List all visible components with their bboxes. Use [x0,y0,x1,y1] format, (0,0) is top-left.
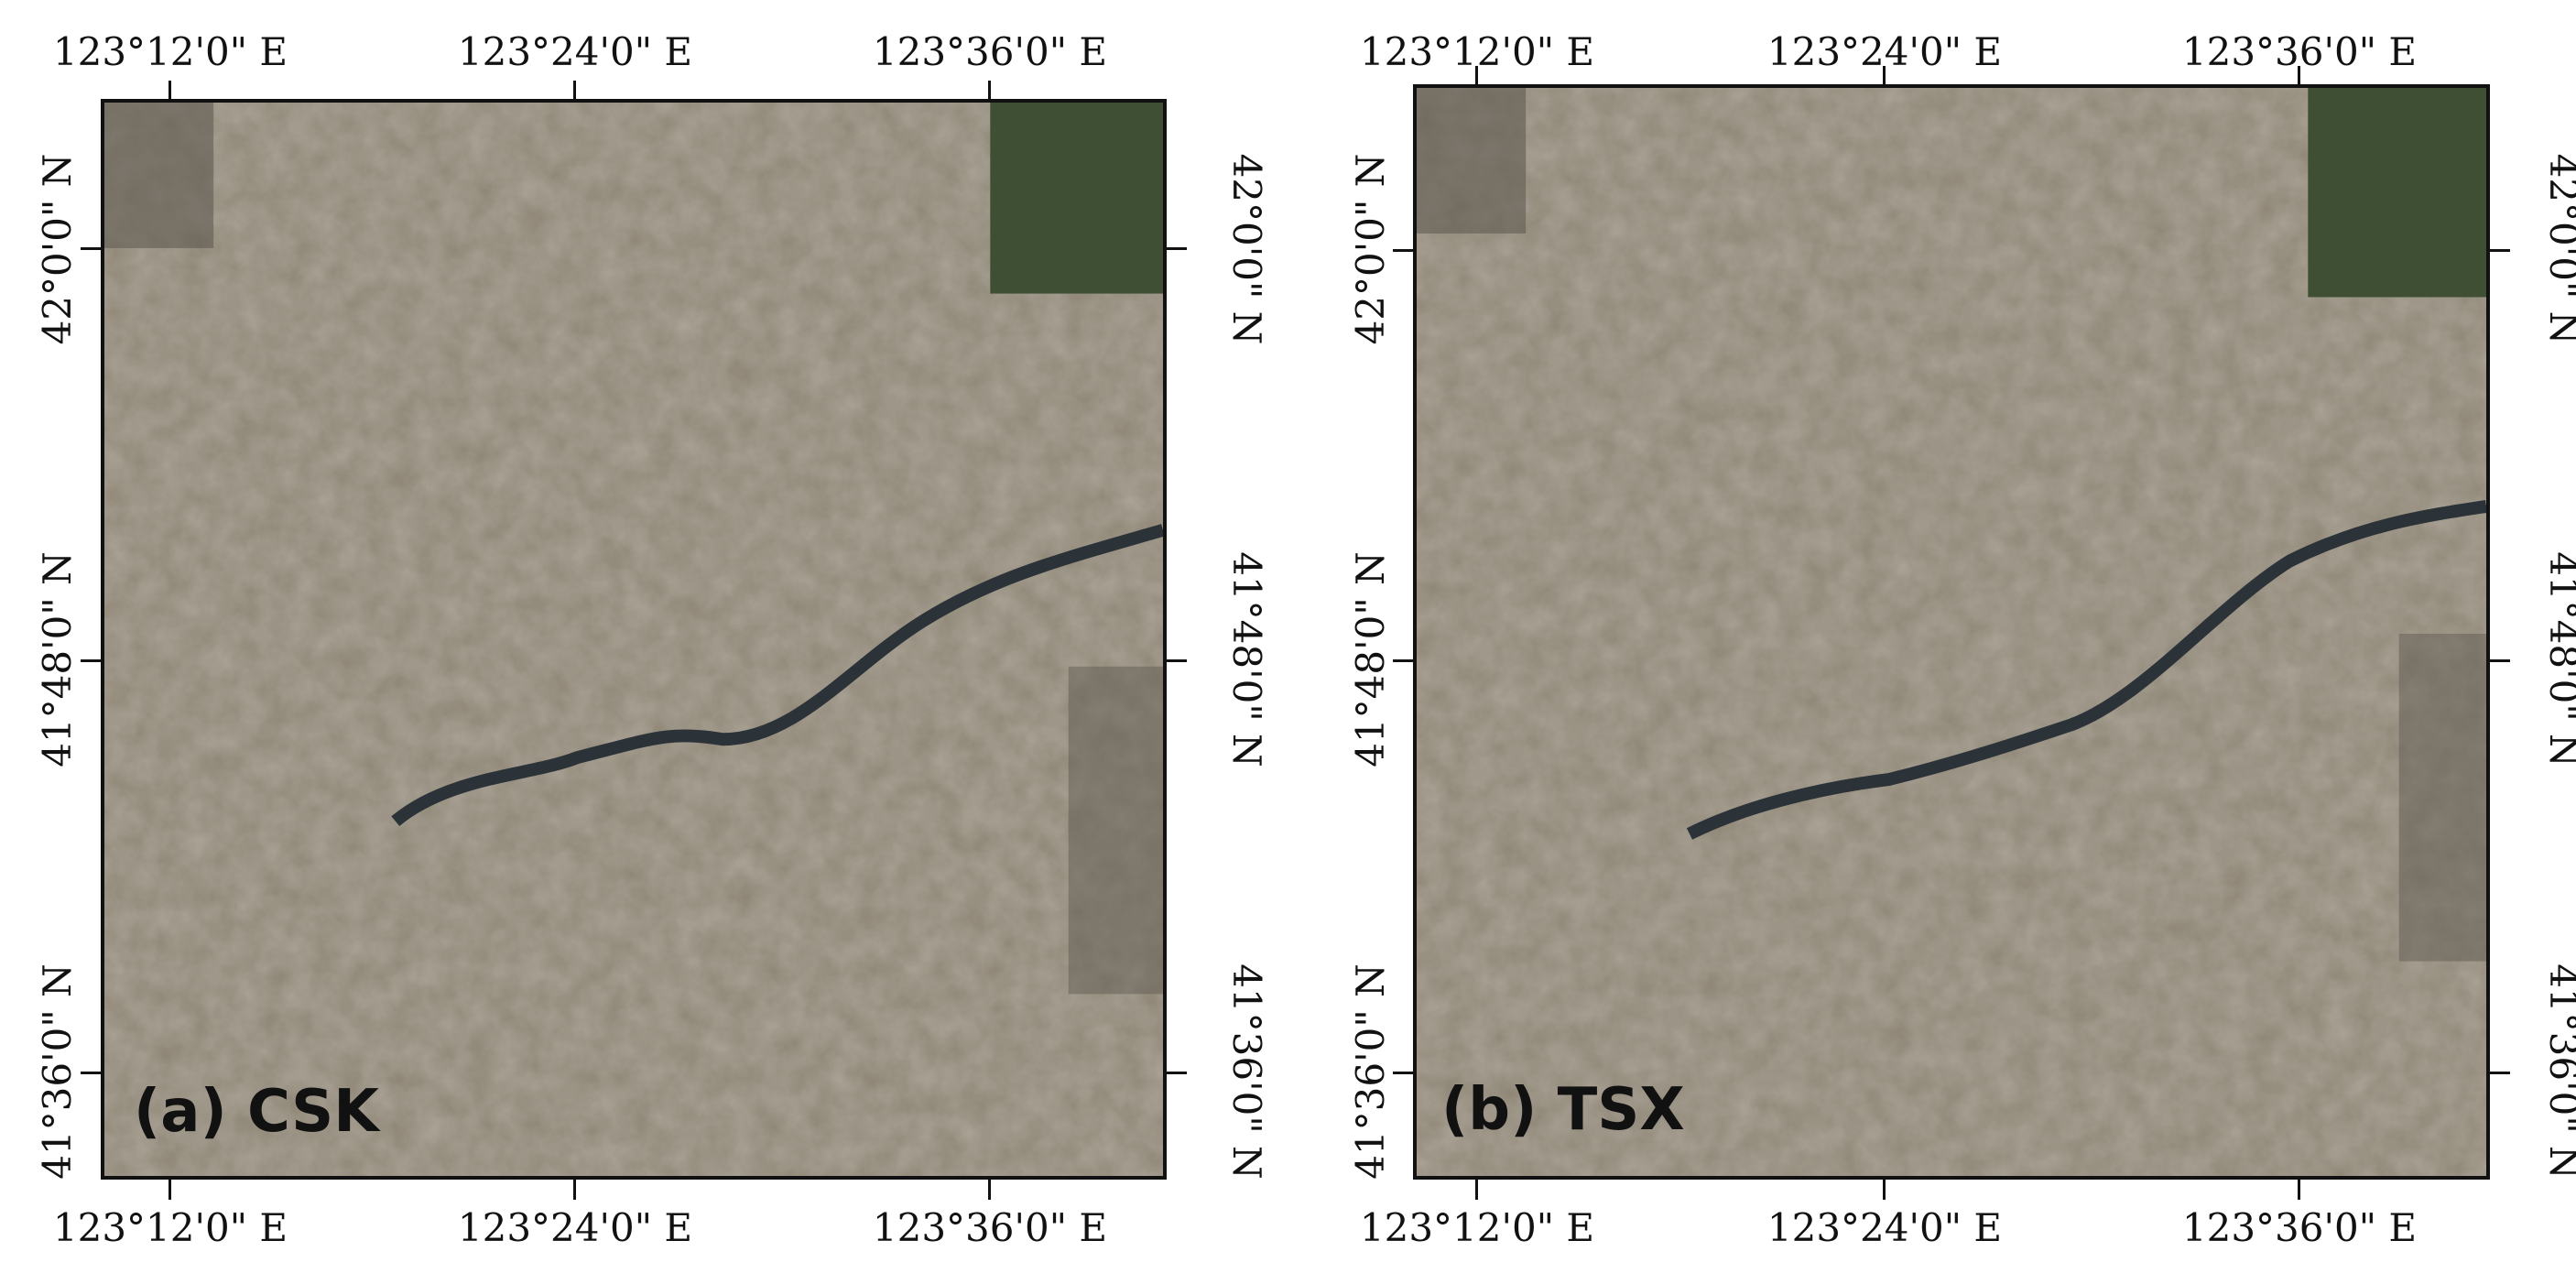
tick [988,81,991,101]
tick [2490,249,2510,252]
urban-patch [104,103,214,248]
lon-label-top: 123°24'0" E [1766,29,2003,74]
lon-label-top: 123°12'0" E [52,29,288,74]
lat-label-right: 42°0'0" N [2541,153,2576,345]
tick [1883,1180,1886,1200]
lat-label-right: 41°48'0" N [2541,551,2576,767]
deformation-overlay [204,319,1096,1040]
tick [573,1180,576,1200]
river [391,524,1163,827]
lon-label-bottom: 123°36'0" E [872,1205,1108,1250]
tick [2490,659,2510,662]
lat-label-right: 41°36'0" N [2541,963,2576,1180]
tick [1167,659,1187,662]
lon-label-bottom: 123°36'0" E [2181,1205,2418,1250]
urban-patch [1417,88,1527,234]
map-frame [1413,84,2490,1180]
lon-label-bottom: 123°24'0" E [1766,1205,2003,1250]
lon-label-top: 123°24'0" E [457,29,693,74]
tick [1883,66,1886,86]
tick [2298,66,2300,86]
vegetation-patch [2308,88,2486,298]
urban-patch [2398,633,2486,962]
lon-label-bottom: 123°12'0" E [52,1205,288,1250]
tick [1475,1180,1478,1200]
lat-label-right: 41°36'0" N [1224,963,1269,1180]
lon-label-bottom: 123°24'0" E [457,1205,693,1250]
lat-label-left: 41°48'0" N [35,551,80,767]
tick [81,659,101,662]
lat-label-left: 42°0'0" N [1348,153,1393,345]
tick [168,1180,171,1200]
satellite-map [104,103,1163,1176]
tick [168,81,171,101]
lat-label-left: 41°36'0" N [35,963,80,1180]
panel-a: 123°12'0" E 123°24'0" E 123°36'0" E 123°… [35,29,1269,1250]
tick [1393,249,1413,252]
tick [1393,1072,1413,1074]
tick [81,247,101,250]
tick [573,81,576,101]
panel-b: 123°12'0" E 123°24'0" E 123°36'0" E 123°… [1288,0,2576,1284]
satellite-map [1417,88,2486,1176]
deformation-overlay [1498,260,2390,1112]
tick [1393,659,1413,662]
lon-label-bottom: 123°12'0" E [1359,1205,1595,1250]
vegetation-patch [990,103,1163,294]
tick [81,1072,101,1074]
lat-label-right: 42°0'0" N [1224,153,1269,345]
river [1686,500,2486,840]
lon-label-top: 123°12'0" E [1359,29,1595,74]
map-frame [101,99,1167,1180]
tick [2490,1072,2510,1074]
panel-label: (a) CSK [134,1078,379,1146]
lat-label-right: 41°48'0" N [1224,551,1269,767]
tick [1167,247,1187,250]
tick [1475,66,1478,86]
lon-label-top: 123°36'0" E [2181,29,2418,74]
tick [1167,1072,1187,1074]
urban-patch [1068,666,1163,995]
tick [988,1180,991,1200]
lon-label-top: 123°36'0" E [872,29,1108,74]
tick [2298,1180,2300,1200]
lat-label-left: 41°36'0" N [1348,963,1393,1180]
panel-label: (b) TSX [1441,1076,1685,1144]
lat-label-left: 41°48'0" N [1348,551,1393,767]
lat-label-left: 42°0'0" N [35,153,80,345]
